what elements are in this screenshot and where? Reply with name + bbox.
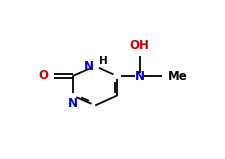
Text: N: N	[68, 97, 78, 110]
Text: H: H	[99, 56, 108, 66]
Text: OH: OH	[130, 39, 150, 52]
Text: Me: Me	[168, 69, 187, 83]
Text: N: N	[135, 69, 145, 83]
Text: O: O	[38, 69, 48, 82]
Text: N: N	[83, 60, 94, 73]
